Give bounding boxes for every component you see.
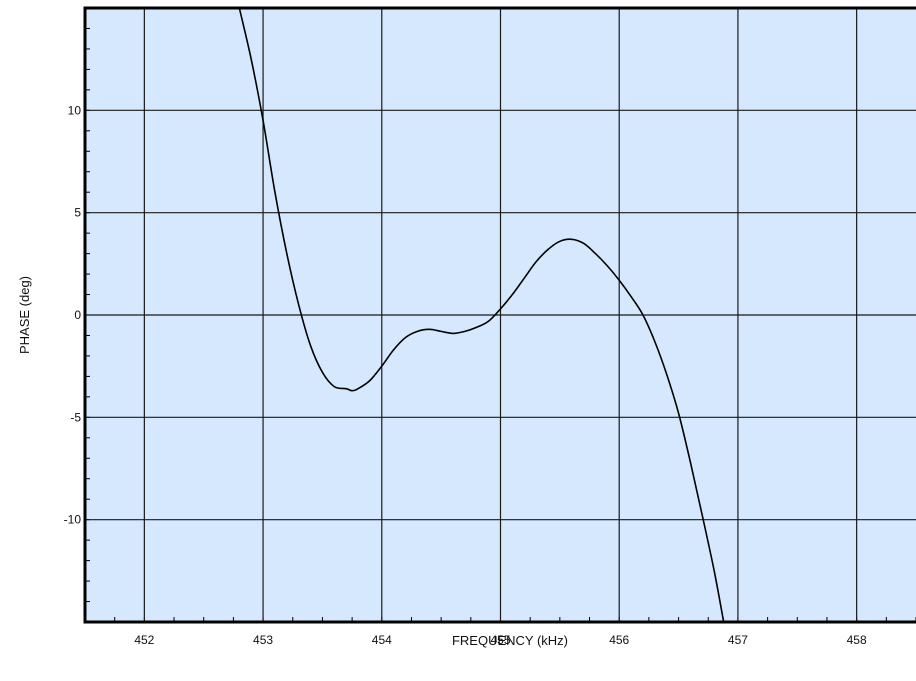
x-tick-label: 455 [490, 633, 510, 647]
y-tick-label: 10 [68, 103, 82, 117]
grid-lines [85, 8, 916, 622]
y-tick-label: 0 [74, 308, 81, 322]
x-tick-label: 456 [609, 633, 629, 647]
x-tick-label: 458 [847, 633, 867, 647]
x-tick-label: 452 [134, 633, 154, 647]
x-tick-label: 457 [728, 633, 748, 647]
axis-frame [83, 6, 916, 624]
phase-curve [238, 7, 725, 623]
x-tick-label: 454 [372, 633, 392, 647]
x-axis-title: FREQUENCY (kHz) [452, 633, 568, 648]
y-tick-label: 5 [74, 206, 81, 220]
y-tick-labels: 10 5 0 -5 -10 [64, 103, 82, 526]
x-tick-labels: 452 453 454 455 456 457 458 [134, 633, 867, 647]
x-tick-label: 453 [253, 633, 273, 647]
y-tick-label: -5 [70, 410, 81, 424]
y-tick-label: -10 [64, 513, 82, 527]
y-axis-title: PHASE (deg) [17, 276, 32, 354]
